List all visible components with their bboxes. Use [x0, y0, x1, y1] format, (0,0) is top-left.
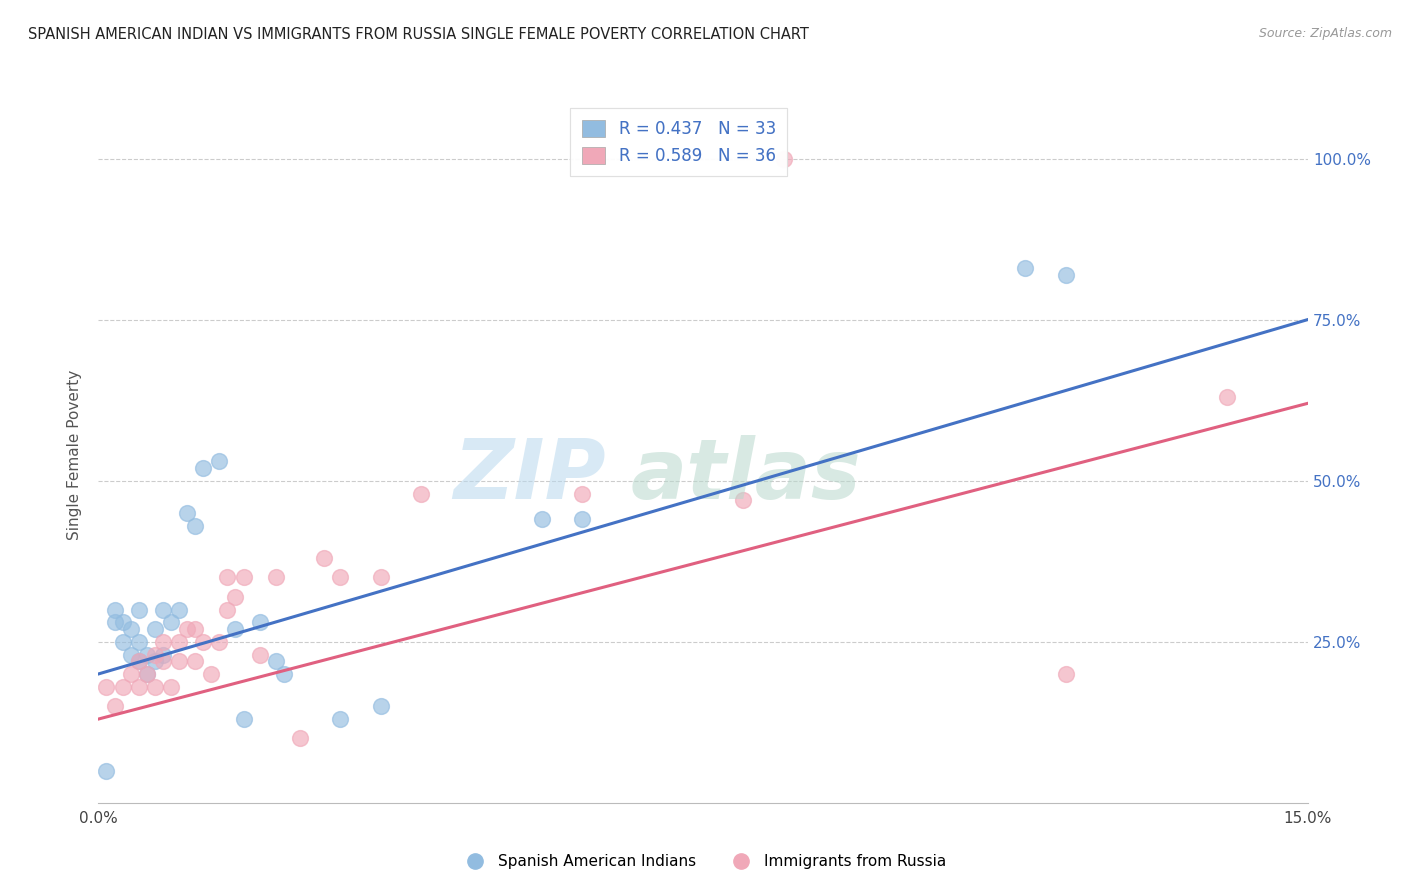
Point	[152, 648, 174, 662]
Point	[193, 460, 215, 475]
Point	[143, 648, 166, 662]
Point	[128, 654, 150, 668]
Point	[128, 654, 150, 668]
Point	[167, 634, 190, 648]
Point	[217, 570, 239, 584]
Point	[176, 622, 198, 636]
Point	[167, 654, 190, 668]
Point	[217, 602, 239, 616]
Point	[530, 512, 553, 526]
Point	[152, 654, 174, 668]
Point	[1216, 390, 1239, 404]
Point	[370, 570, 392, 584]
Point	[329, 712, 352, 726]
Point	[111, 680, 134, 694]
Point	[96, 764, 118, 778]
Point	[409, 486, 432, 500]
Point	[96, 680, 118, 694]
Point	[143, 654, 166, 668]
Point	[152, 634, 174, 648]
Point	[160, 615, 183, 630]
Point	[103, 602, 125, 616]
Text: ZIP: ZIP	[454, 435, 606, 516]
Point	[152, 602, 174, 616]
Point	[1054, 268, 1077, 282]
Point	[176, 506, 198, 520]
Point	[232, 712, 254, 726]
Point	[224, 622, 246, 636]
Point	[772, 152, 794, 166]
Point	[1054, 667, 1077, 681]
Point	[103, 699, 125, 714]
Point	[208, 454, 231, 468]
Point	[273, 667, 295, 681]
Point	[111, 615, 134, 630]
Point	[1014, 261, 1036, 276]
Point	[733, 493, 755, 508]
Point	[329, 570, 352, 584]
Point	[571, 486, 593, 500]
Point	[208, 634, 231, 648]
Point	[264, 654, 287, 668]
Point	[143, 622, 166, 636]
Point	[232, 570, 254, 584]
Point	[120, 667, 142, 681]
Point	[103, 615, 125, 630]
Text: SPANISH AMERICAN INDIAN VS IMMIGRANTS FROM RUSSIA SINGLE FEMALE POVERTY CORRELAT: SPANISH AMERICAN INDIAN VS IMMIGRANTS FR…	[28, 27, 808, 42]
Point	[224, 590, 246, 604]
Point	[184, 518, 207, 533]
Point	[370, 699, 392, 714]
Point	[128, 680, 150, 694]
Point	[184, 622, 207, 636]
Legend: Spanish American Indians, Immigrants from Russia: Spanish American Indians, Immigrants fro…	[453, 848, 953, 875]
Point	[120, 622, 142, 636]
Legend: R = 0.437   N = 33, R = 0.589   N = 36: R = 0.437 N = 33, R = 0.589 N = 36	[571, 109, 787, 177]
Point	[128, 602, 150, 616]
Point	[128, 634, 150, 648]
Point	[193, 634, 215, 648]
Point	[120, 648, 142, 662]
Point	[167, 602, 190, 616]
Text: atlas: atlas	[630, 435, 860, 516]
Point	[135, 648, 157, 662]
Y-axis label: Single Female Poverty: Single Female Poverty	[67, 370, 83, 540]
Point	[571, 512, 593, 526]
Point	[135, 667, 157, 681]
Point	[314, 551, 336, 566]
Point	[135, 667, 157, 681]
Point	[184, 654, 207, 668]
Point	[160, 680, 183, 694]
Point	[111, 634, 134, 648]
Point	[143, 680, 166, 694]
Point	[264, 570, 287, 584]
Point	[249, 615, 271, 630]
Point	[249, 648, 271, 662]
Point	[288, 731, 311, 746]
Text: Source: ZipAtlas.com: Source: ZipAtlas.com	[1258, 27, 1392, 40]
Point	[200, 667, 222, 681]
